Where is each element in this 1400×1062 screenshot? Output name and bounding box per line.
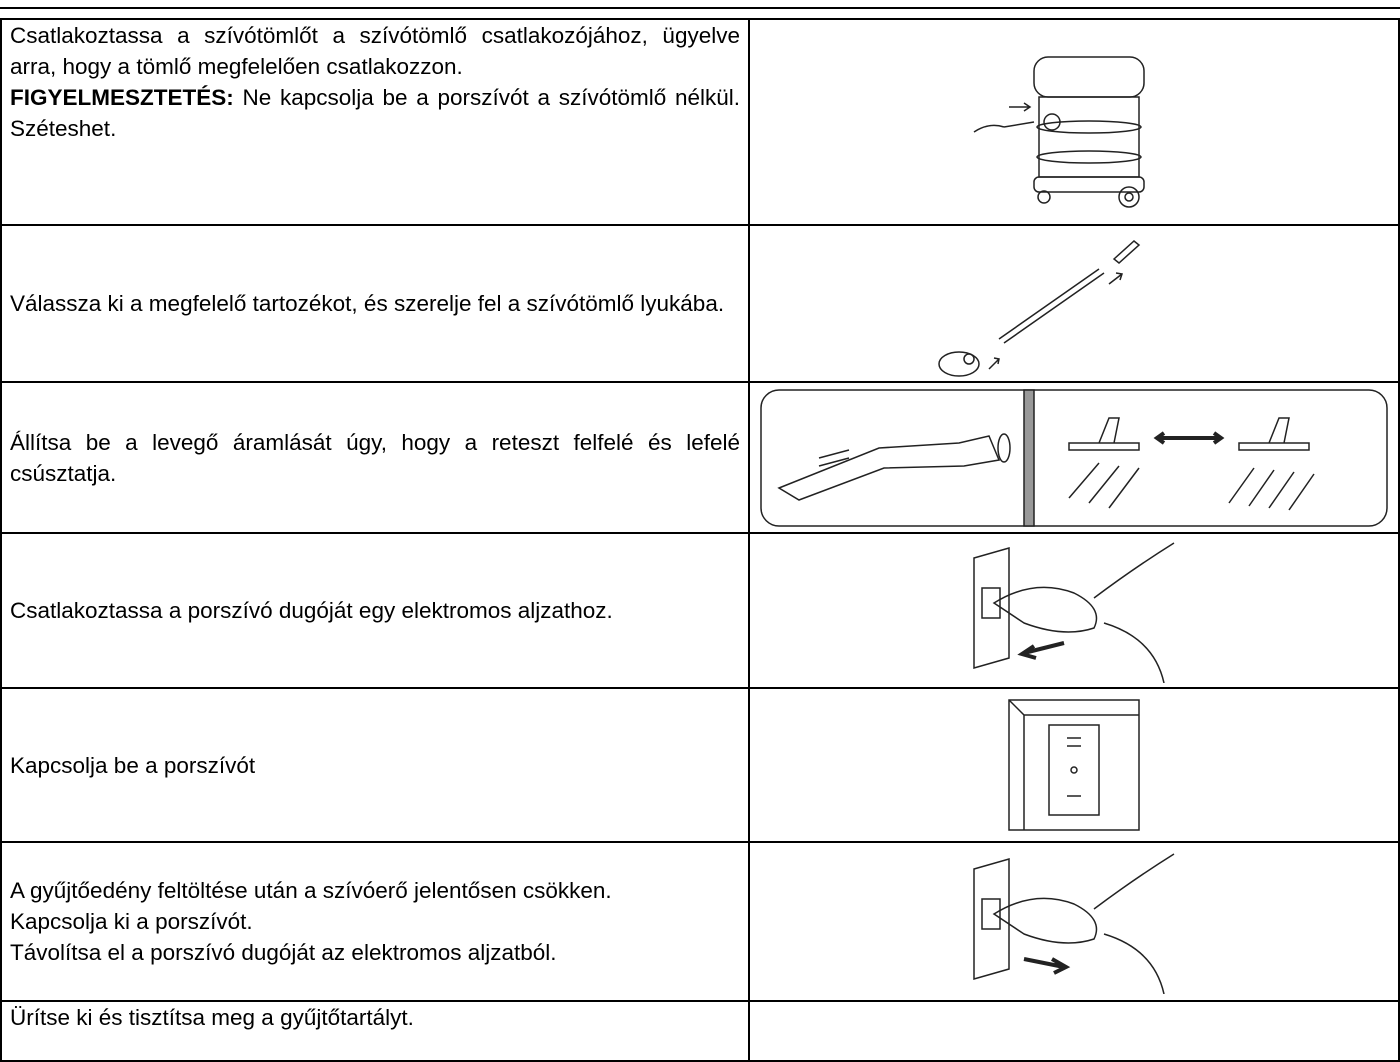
row: A gyűjtőedény feltöltése után a szívóerő… bbox=[0, 841, 1400, 1002]
text-cell: A gyűjtőedény feltöltése után a szívóerő… bbox=[0, 841, 750, 1002]
paragraph: Csatlakoztassa a szívótömlőt a szívótöml… bbox=[10, 23, 740, 79]
accessory-illustration bbox=[938, 239, 1141, 377]
row: Válassza ki a megfelelő tartozékot, és s… bbox=[0, 224, 1400, 383]
image-cell bbox=[748, 18, 1400, 226]
image-cell bbox=[748, 687, 1400, 843]
row: Kapcsolja be a porszívót bbox=[0, 687, 1400, 843]
text-cell: Kapcsolja be a porszívót bbox=[0, 687, 750, 843]
text-cell: Csatlakoztassa a porszívó dugóját egy el… bbox=[0, 532, 750, 689]
warning-text: Ne kapcsolja be a porszívót a szívótömlő… bbox=[10, 85, 740, 141]
paragraph: Ürítse ki és tisztítsa meg a gyűjtőtartá… bbox=[10, 1005, 414, 1030]
paragraph: Csatlakoztassa a porszívó dugóját egy el… bbox=[10, 598, 613, 623]
instruction-table: Csatlakoztassa a szívótömlőt a szívótöml… bbox=[0, 18, 1400, 1062]
warning: FIGYELMESZTETÉS: Ne kapcsolja be a porsz… bbox=[10, 82, 740, 144]
page: Csatlakoztassa a szívótömlőt a szívótöml… bbox=[0, 7, 1400, 1062]
paragraph: Kapcsolja ki a porszívót. bbox=[10, 909, 253, 934]
paragraph: Kapcsolja be a porszívót bbox=[10, 752, 256, 778]
row: Ürítse ki és tisztítsa meg a gyűjtőtartá… bbox=[0, 1000, 1400, 1062]
airflow-illustration bbox=[760, 388, 1388, 527]
paragraph: Távolítsa el a porszívó dugóját az elekt… bbox=[10, 940, 557, 965]
image-cell bbox=[748, 532, 1400, 689]
image-cell bbox=[748, 381, 1400, 534]
text-cell: Állítsa be a levegő áramlását úgy, hogy … bbox=[0, 381, 750, 534]
switch-illustration bbox=[1008, 699, 1140, 831]
header-rule bbox=[0, 7, 1400, 9]
text-cell: Ürítse ki és tisztítsa meg a gyűjtőtartá… bbox=[0, 1000, 750, 1062]
text-cell: Csatlakoztassa a szívótömlőt a szívótöml… bbox=[0, 18, 750, 226]
row: Állítsa be a levegő áramlását úgy, hogy … bbox=[0, 381, 1400, 534]
unplug-illustration bbox=[973, 853, 1175, 994]
vacuum-illustration bbox=[973, 56, 1145, 208]
row: Csatlakoztassa a szívótömlőt a szívótöml… bbox=[0, 18, 1400, 226]
paragraph: A gyűjtőedény feltöltése után a szívóerő… bbox=[10, 878, 612, 903]
warning-label: FIGYELMESZTETÉS: bbox=[10, 85, 234, 110]
text-cell: Válassza ki a megfelelő tartozékot, és s… bbox=[0, 224, 750, 383]
plug-in-illustration bbox=[973, 542, 1175, 683]
paragraph: Válassza ki a megfelelő tartozékot, és s… bbox=[10, 291, 725, 316]
image-cell bbox=[748, 224, 1400, 383]
image-cell bbox=[748, 1000, 1400, 1062]
paragraph: Állítsa be a levegő áramlását úgy, hogy … bbox=[10, 429, 740, 486]
row: Csatlakoztassa a porszívó dugóját egy el… bbox=[0, 532, 1400, 689]
image-cell bbox=[748, 841, 1400, 1002]
